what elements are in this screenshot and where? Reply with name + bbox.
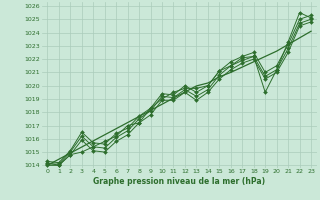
X-axis label: Graphe pression niveau de la mer (hPa): Graphe pression niveau de la mer (hPa)	[93, 177, 265, 186]
